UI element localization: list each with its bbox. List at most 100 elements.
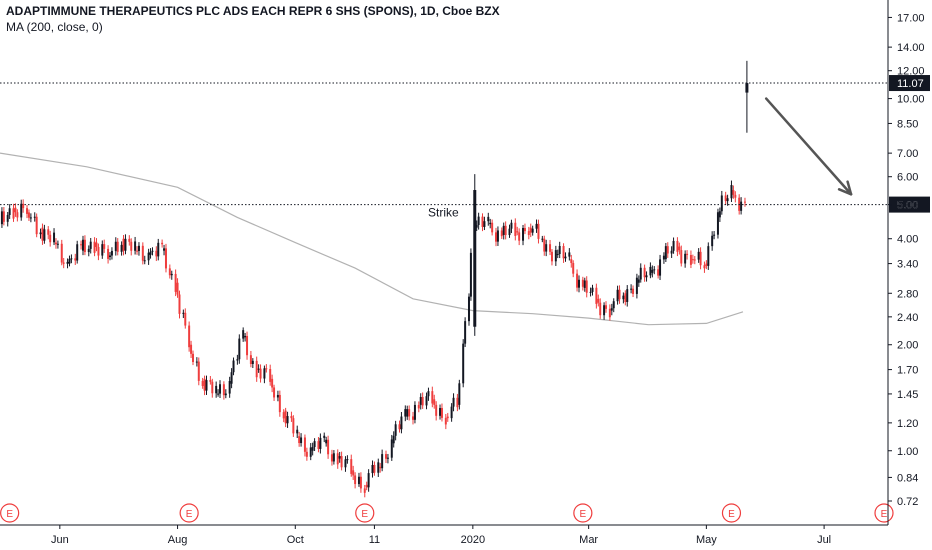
candle-body bbox=[359, 476, 362, 489]
candle-body bbox=[363, 488, 366, 493]
candle-body bbox=[670, 250, 673, 254]
moving-average-line bbox=[0, 152, 744, 326]
price-tick-label: 12.00 bbox=[897, 66, 925, 78]
candle-body bbox=[523, 227, 526, 232]
trend-arrow-head bbox=[837, 180, 853, 196]
time-tick-label: Jul bbox=[817, 534, 831, 546]
candle-body bbox=[481, 216, 484, 227]
candle-body bbox=[469, 252, 472, 297]
price-tick-label: 7.00 bbox=[897, 148, 918, 160]
candle-body bbox=[184, 312, 187, 326]
trend-arrow-shaft bbox=[764, 97, 853, 196]
candle-body bbox=[427, 391, 430, 397]
candle-body bbox=[273, 387, 276, 398]
candle-body bbox=[645, 275, 648, 278]
candle-body bbox=[743, 201, 746, 203]
candle-body bbox=[558, 246, 561, 255]
time-tick-label: May bbox=[696, 534, 717, 546]
candle-body bbox=[564, 256, 567, 259]
candle-body bbox=[543, 238, 546, 252]
candle-body bbox=[43, 229, 46, 241]
candle-body bbox=[354, 475, 357, 485]
candle-body bbox=[608, 308, 611, 318]
price-tick-label: 1.45 bbox=[897, 389, 918, 401]
candle-body bbox=[603, 305, 606, 316]
candle-body bbox=[350, 459, 353, 474]
candle-body bbox=[502, 225, 505, 235]
candle-body bbox=[228, 381, 231, 394]
price-tick-label: 3.40 bbox=[897, 259, 918, 271]
candle-body bbox=[522, 227, 525, 241]
candle-body bbox=[554, 250, 557, 262]
candle-body bbox=[290, 416, 293, 419]
candle-body bbox=[313, 441, 316, 448]
candle-body bbox=[392, 435, 395, 444]
candle-body bbox=[444, 417, 447, 425]
candle-body bbox=[726, 198, 729, 202]
candle-body bbox=[612, 301, 615, 309]
candle-body bbox=[637, 279, 640, 283]
candle-body bbox=[303, 437, 306, 452]
candle-body bbox=[495, 232, 498, 242]
candle-body bbox=[271, 378, 274, 388]
price-lines-layer: 11.07 5.00 bbox=[0, 75, 930, 213]
candle-body bbox=[537, 223, 540, 239]
candle-body bbox=[47, 229, 50, 235]
candle-body bbox=[365, 484, 368, 488]
candle-body bbox=[311, 447, 314, 451]
candle-body bbox=[246, 335, 249, 356]
candle-body bbox=[662, 255, 665, 260]
candle-body bbox=[35, 216, 38, 235]
candle-body bbox=[284, 410, 287, 424]
price-tick-label: 0.72 bbox=[897, 496, 918, 508]
candle-body bbox=[487, 216, 490, 222]
candle-body bbox=[549, 244, 552, 252]
candle-body bbox=[417, 404, 420, 409]
price-tick-label: 2.40 bbox=[897, 312, 918, 324]
candle-body bbox=[238, 338, 241, 360]
earnings-marker bbox=[573, 503, 593, 523]
candle-body bbox=[379, 466, 382, 469]
candle-body bbox=[689, 255, 692, 265]
candle-body bbox=[545, 244, 548, 252]
candle-body bbox=[456, 397, 459, 408]
candle-body bbox=[251, 360, 254, 364]
candle-body bbox=[286, 416, 289, 424]
candle-body bbox=[163, 248, 166, 251]
candle-body bbox=[639, 267, 642, 280]
earnings-marker-label: E bbox=[881, 509, 888, 520]
candle-body bbox=[344, 459, 347, 468]
candle-body bbox=[110, 250, 113, 256]
price-line-badge bbox=[889, 75, 930, 92]
candle-body bbox=[190, 344, 193, 354]
candle-body bbox=[699, 251, 702, 266]
candle-body bbox=[398, 424, 401, 430]
candle-body bbox=[80, 244, 83, 246]
candle-body bbox=[282, 412, 285, 419]
candle-body bbox=[720, 195, 723, 212]
candle-body bbox=[60, 243, 63, 263]
candle-body bbox=[707, 246, 710, 266]
candle-body bbox=[491, 222, 494, 233]
candle-body bbox=[116, 241, 119, 252]
candle-body bbox=[124, 238, 127, 251]
candle-body bbox=[41, 227, 44, 241]
candle-body bbox=[510, 222, 513, 229]
price-line-badge bbox=[889, 196, 930, 213]
candle-body bbox=[693, 259, 696, 261]
price-tick-label: 1.70 bbox=[897, 365, 918, 377]
candle-body bbox=[197, 361, 200, 381]
candle-body bbox=[562, 246, 565, 259]
candle-body bbox=[371, 464, 374, 474]
candle-body bbox=[653, 269, 656, 271]
candle-body bbox=[439, 408, 442, 416]
indicator-label: MA (200, close, 0) bbox=[6, 20, 103, 34]
candle-body bbox=[134, 241, 137, 251]
candle-body bbox=[390, 439, 393, 458]
earnings-marker-label: E bbox=[6, 509, 13, 520]
candles-layer bbox=[0, 60, 749, 498]
candle-body bbox=[504, 225, 507, 236]
candle-body bbox=[29, 217, 32, 219]
candle-body bbox=[724, 195, 727, 202]
